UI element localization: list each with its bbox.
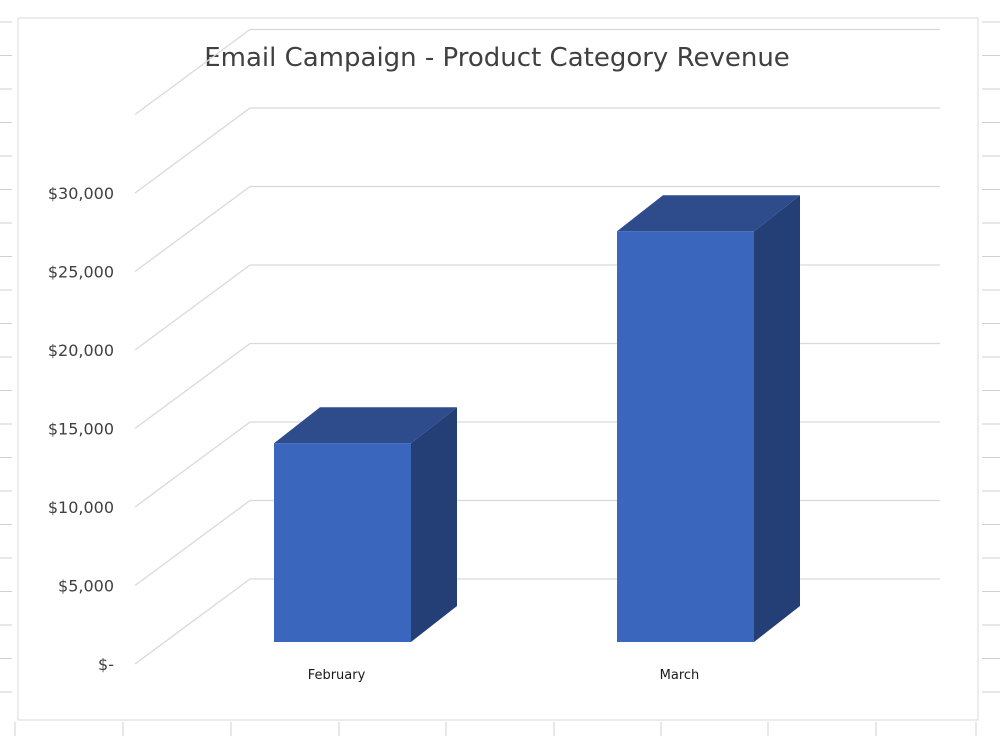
y-axis-tick-labels: $- $5,000 $10,000 $15,000 $20,000 $25,000 $30,… (48, 184, 114, 674)
bar-march[interactable] (617, 195, 800, 642)
chart-gridlines (134, 28, 940, 665)
gridline-diagonal (134, 421, 251, 508)
y-tick-label: $10,000 (48, 498, 114, 517)
bar-top-face (274, 407, 457, 444)
bar-series (274, 195, 800, 642)
x-tick-label: March (660, 668, 700, 683)
gridline-diagonal (134, 264, 251, 351)
bar-top-face (617, 195, 800, 232)
y-tick-label: $30,000 (48, 184, 114, 203)
gridline-diagonal (134, 342, 251, 430)
chart-frame[interactable] (17, 17, 979, 721)
bar-february[interactable] (274, 407, 457, 642)
y-tick-label: $25,000 (48, 263, 114, 282)
bar-front-face (617, 231, 754, 642)
gridline-diagonal (134, 578, 251, 665)
gridline-diagonal (134, 107, 251, 194)
y-tick-label: $- (98, 655, 114, 674)
y-tick-label: $15,000 (48, 420, 114, 439)
bar-side-face (411, 407, 457, 642)
x-axis-tick-labels: February March (308, 668, 700, 683)
y-tick-label: $20,000 (48, 341, 114, 360)
bar-front-face (274, 443, 411, 642)
y-tick-label: $5,000 (58, 577, 114, 596)
chart-title: Email Campaign - Product Category Revenu… (204, 43, 790, 73)
bar-side-face (754, 195, 800, 642)
x-tick-label: February (308, 668, 366, 683)
spreadsheet-gridlines (0, 21, 1000, 736)
gridline-diagonal (134, 28, 251, 116)
gridline-diagonal (134, 185, 251, 273)
gridline-diagonal (134, 499, 251, 587)
